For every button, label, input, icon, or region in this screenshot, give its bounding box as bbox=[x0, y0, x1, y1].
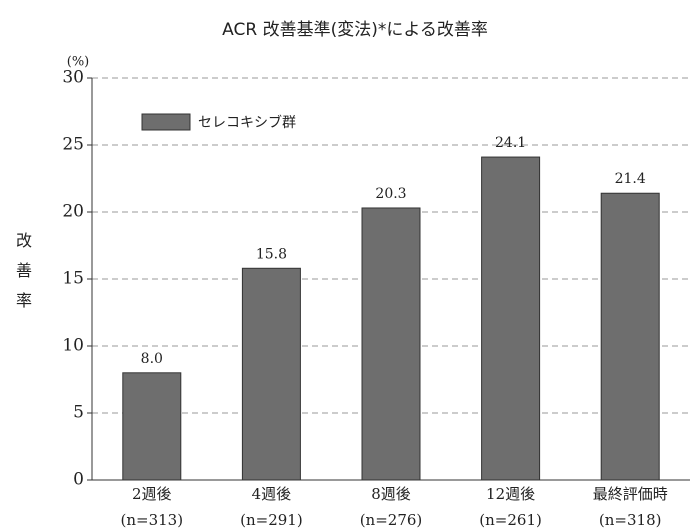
bar bbox=[600, 192, 660, 481]
data-label: 20.3 bbox=[375, 186, 406, 202]
y-tick-label: 5 bbox=[73, 403, 84, 423]
sample-size-label: (n=291) bbox=[240, 511, 303, 529]
y-tick-label: 15 bbox=[62, 269, 84, 289]
x-tick-label: 2週後 bbox=[132, 485, 172, 503]
x-tick-label: 8週後 bbox=[371, 485, 411, 503]
data-label: 15.8 bbox=[256, 246, 287, 262]
sample-size-label: (n=313) bbox=[121, 511, 184, 529]
y-tick-label: 10 bbox=[62, 336, 84, 356]
sample-size-label: (n=261) bbox=[479, 511, 542, 529]
legend-label: セレコキシブ群 bbox=[198, 114, 296, 131]
x-tick-label: 12週後 bbox=[486, 485, 535, 503]
y-tick-label: 0 bbox=[73, 470, 84, 490]
chart-title: ACR 改善基準(変法)*による改善率 bbox=[222, 20, 488, 40]
bar bbox=[481, 156, 541, 481]
legend-swatch bbox=[141, 113, 191, 131]
data-label: 8.0 bbox=[141, 351, 163, 367]
bar bbox=[122, 372, 182, 481]
bar bbox=[241, 267, 301, 481]
x-tick-label: 最終評価時 bbox=[593, 485, 668, 503]
bar bbox=[361, 207, 421, 481]
data-label: 24.1 bbox=[495, 135, 526, 151]
y-unit: (%) bbox=[67, 55, 90, 70]
x-tick-label: 4週後 bbox=[252, 485, 292, 503]
sample-size-label: (n=276) bbox=[360, 511, 423, 529]
y-tick-label: 30 bbox=[62, 68, 84, 88]
y-tick-label: 25 bbox=[62, 135, 84, 155]
sample-size-label: (n=318) bbox=[599, 511, 662, 529]
data-label: 21.4 bbox=[615, 171, 646, 187]
y-axis-label: 改善率 bbox=[13, 232, 32, 322]
y-tick-label: 20 bbox=[62, 202, 84, 222]
